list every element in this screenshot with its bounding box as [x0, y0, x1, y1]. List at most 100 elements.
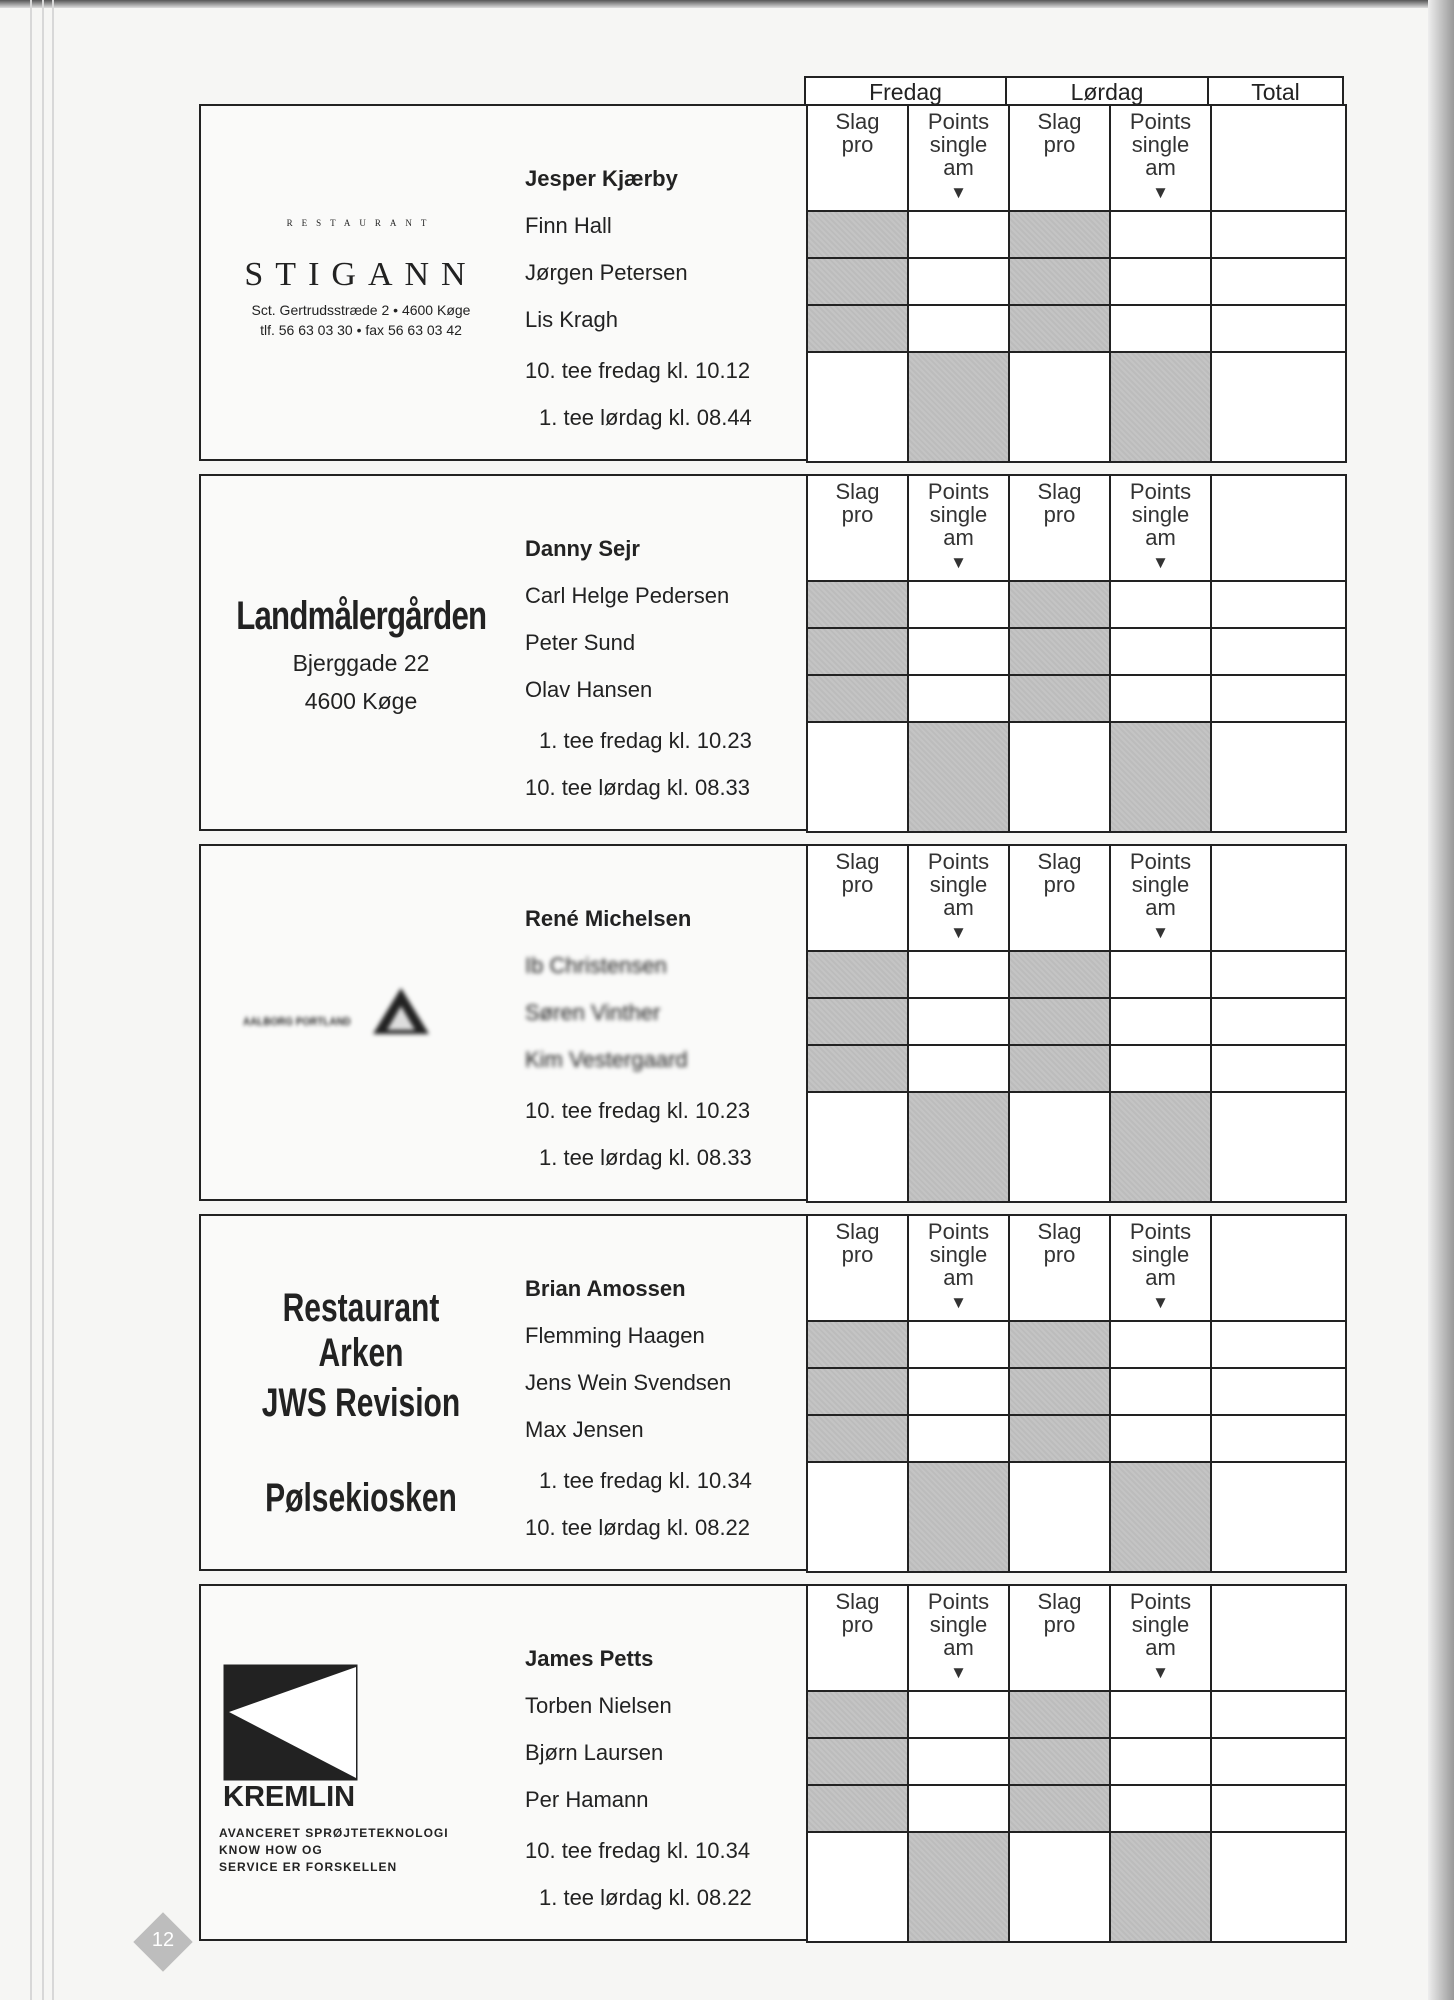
score-cell[interactable] — [1109, 210, 1212, 259]
sponsor-logo: Landmålergården Bjerggade 22 4600 Køge — [201, 476, 521, 829]
col-points-single-am: Points single am — [1129, 849, 1192, 920]
score-cell[interactable] — [907, 1044, 1010, 1093]
score-cell[interactable] — [1109, 1737, 1212, 1786]
col-points-single-am: Points single am — [1129, 109, 1192, 180]
tee-time: 1. tee lørdag kl. 08.33 — [539, 1145, 752, 1170]
col-points-single-am: Points single am — [1129, 1219, 1192, 1290]
tee-time: 10. tee fredag kl. 10.23 — [525, 1098, 751, 1123]
score-cell — [806, 674, 909, 723]
score-cell — [907, 351, 1010, 463]
sponsor-name: Pølsekiosken — [265, 1476, 457, 1520]
score-cell[interactable] — [1210, 1367, 1347, 1416]
score-cell[interactable] — [1109, 1044, 1212, 1093]
team-block: RESTAURANT STIGANN Sct. Gertrudsstræde 2… — [199, 104, 1347, 463]
score-cell[interactable] — [1210, 1414, 1347, 1463]
score-cell[interactable] — [907, 1367, 1010, 1416]
score-cell[interactable] — [907, 257, 1010, 306]
score-cell[interactable] — [1109, 304, 1212, 353]
score-cell[interactable] — [1109, 1784, 1212, 1833]
score-cell[interactable] — [907, 1737, 1010, 1786]
score-cell[interactable] — [1210, 674, 1347, 723]
page-edge — [42, 0, 44, 2000]
score-cell[interactable] — [1210, 1091, 1347, 1203]
score-cell[interactable] — [1008, 1461, 1111, 1573]
score-cell[interactable] — [1210, 1831, 1347, 1943]
score-cell[interactable] — [1109, 580, 1212, 629]
score-cell[interactable] — [1008, 721, 1111, 833]
logo-phone: tlf. 56 63 03 30 • fax 56 63 03 42 — [260, 322, 462, 338]
sponsor-logo: KREMLIN AVANCERET SPRØJTETEKNOLOGI KNOW HO… — [201, 1586, 521, 1939]
score-cell[interactable] — [1008, 1831, 1111, 1943]
score-cell[interactable] — [1210, 1461, 1347, 1573]
score-cell[interactable] — [1210, 627, 1347, 676]
score-cell[interactable] — [907, 304, 1010, 353]
score-cell[interactable] — [1210, 997, 1347, 1046]
score-cell[interactable] — [907, 950, 1010, 999]
score-cell[interactable] — [1109, 950, 1212, 999]
score-cell[interactable] — [806, 1091, 909, 1203]
score-cell — [1008, 1044, 1111, 1093]
score-cell[interactable] — [1210, 721, 1347, 833]
team-captain: Jesper Kjærby — [525, 166, 678, 191]
score-cell[interactable] — [1210, 1690, 1347, 1739]
header-fredag: Fredag — [804, 76, 1007, 105]
score-cell — [806, 210, 909, 259]
score-cell[interactable] — [1210, 1044, 1347, 1093]
score-cell[interactable] — [1210, 580, 1347, 629]
score-cell[interactable] — [1109, 674, 1212, 723]
score-cell — [1008, 580, 1111, 629]
score-header-cell — [1210, 844, 1347, 952]
sort-down-icon: ▼ — [1152, 923, 1169, 942]
score-cell[interactable] — [1210, 1320, 1347, 1369]
col-points-single-am: Points single am — [1129, 479, 1192, 550]
score-cell[interactable] — [907, 627, 1010, 676]
score-cell — [806, 257, 909, 306]
score-cell[interactable] — [907, 1690, 1010, 1739]
score-cell[interactable] — [1210, 304, 1347, 353]
score-header-cell: Slag pro — [806, 474, 909, 582]
score-cell — [806, 304, 909, 353]
score-cell[interactable] — [1210, 210, 1347, 259]
score-header-cell: Slag pro — [1008, 1584, 1111, 1692]
score-cell[interactable] — [806, 1461, 909, 1573]
score-cell[interactable] — [1109, 997, 1212, 1046]
score-cell[interactable] — [907, 1414, 1010, 1463]
score-cell[interactable] — [1008, 351, 1111, 463]
score-cell[interactable] — [907, 1320, 1010, 1369]
score-cell[interactable] — [1109, 257, 1212, 306]
score-cell[interactable] — [907, 210, 1010, 259]
score-cell[interactable] — [1210, 950, 1347, 999]
score-cell — [1008, 257, 1111, 306]
score-cell[interactable] — [806, 351, 909, 463]
score-cell[interactable] — [1210, 1737, 1347, 1786]
score-cell[interactable] — [907, 580, 1010, 629]
score-cell[interactable] — [806, 721, 909, 833]
team-block: Landmålergården Bjerggade 22 4600 Køge Da… — [199, 474, 1347, 833]
score-cell[interactable] — [1109, 1367, 1212, 1416]
score-cell[interactable] — [907, 674, 1010, 723]
score-cell[interactable] — [907, 1784, 1010, 1833]
score-cell[interactable] — [806, 1831, 909, 1943]
score-cell[interactable] — [1109, 1690, 1212, 1739]
sort-down-icon: ▼ — [1152, 1663, 1169, 1682]
score-cell[interactable] — [1109, 627, 1212, 676]
tee-time: 10. tee fredag kl. 10.12 — [525, 358, 751, 383]
score-cell[interactable] — [907, 997, 1010, 1046]
score-cell[interactable] — [1210, 1784, 1347, 1833]
score-cell[interactable] — [1008, 1091, 1111, 1203]
header-lordag: Lørdag — [1005, 76, 1209, 105]
score-cell[interactable] — [1210, 257, 1347, 306]
team-captain: Danny Sejr — [525, 536, 640, 561]
tee-time: 10. tee fredag kl. 10.34 — [525, 1838, 751, 1863]
score-cell — [1008, 1784, 1111, 1833]
score-header-cell: Slag pro — [806, 1584, 909, 1692]
page-edge — [30, 0, 32, 2000]
score-header-cell — [1210, 1214, 1347, 1322]
score-cell — [806, 1320, 909, 1369]
tee-time: 10. tee lørdag kl. 08.33 — [525, 775, 751, 800]
score-cell[interactable] — [1109, 1414, 1212, 1463]
sort-down-icon: ▼ — [950, 1293, 967, 1312]
score-cell[interactable] — [1210, 351, 1347, 463]
score-cell — [806, 997, 909, 1046]
score-cell[interactable] — [1109, 1320, 1212, 1369]
